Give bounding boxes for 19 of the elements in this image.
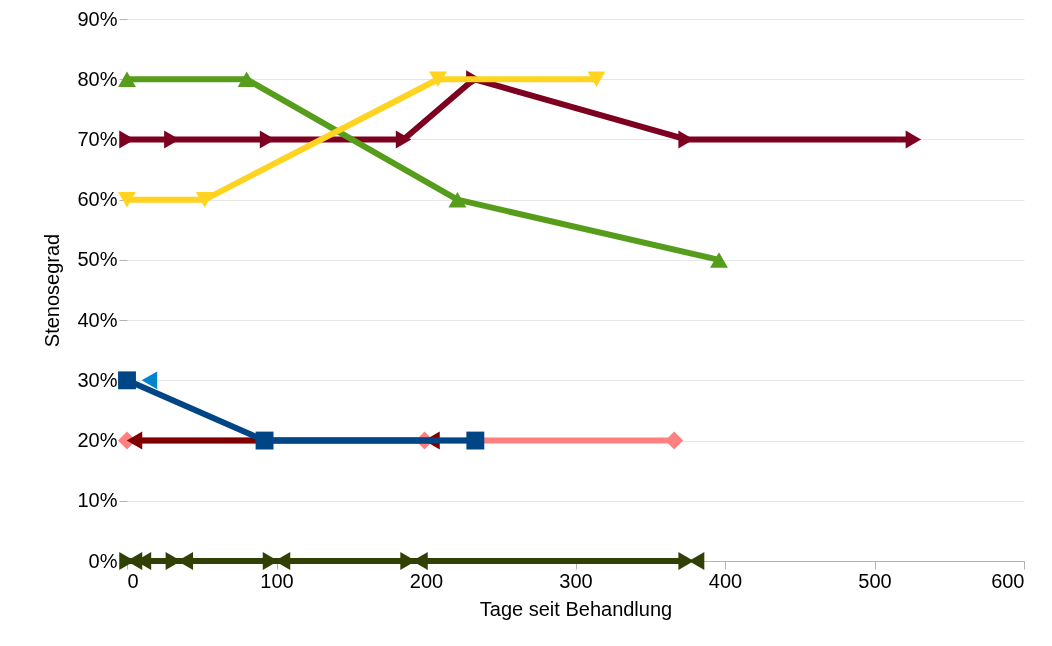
x-tick-label: 200 bbox=[409, 569, 444, 592]
x-tick-label: 100 bbox=[260, 569, 294, 592]
y-tick-label: 50% bbox=[77, 248, 118, 271]
x-axis-title: Tage seit Behandlung bbox=[479, 597, 673, 620]
y-axis-title: Stenosegrad bbox=[41, 233, 64, 348]
y-tick-label: 70% bbox=[77, 127, 118, 150]
y-tick-label: 40% bbox=[77, 308, 118, 331]
y-tick-label: 80% bbox=[77, 67, 118, 90]
y-tick-label: 20% bbox=[77, 429, 118, 452]
x-tick-label: 400 bbox=[708, 569, 743, 592]
x-tick-label: 600 bbox=[991, 569, 1025, 592]
y-tick-label: 90% bbox=[77, 7, 118, 30]
x-tick-label: 500 bbox=[858, 569, 892, 592]
y-tick-label: 60% bbox=[77, 188, 118, 211]
y-tick-label: 10% bbox=[77, 489, 118, 512]
x-tick-label: 300 bbox=[559, 569, 593, 592]
y-tick-label: 30% bbox=[77, 368, 118, 391]
x-tick-label: 0 bbox=[127, 569, 139, 592]
y-tick-label: 0% bbox=[88, 549, 118, 572]
